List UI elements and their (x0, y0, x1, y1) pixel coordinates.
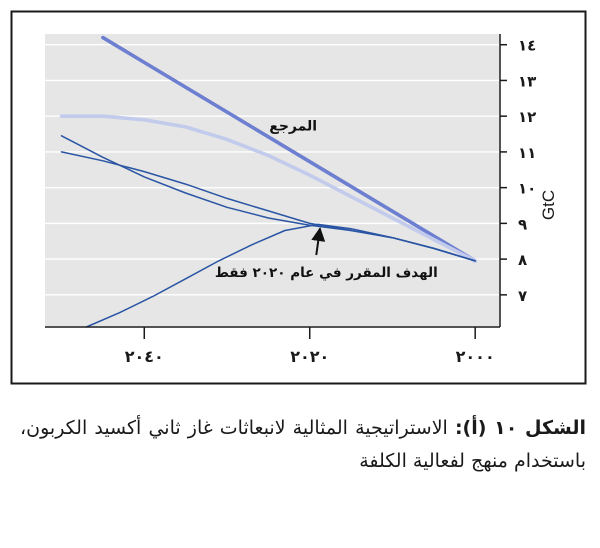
target-arrow (311, 227, 326, 256)
y-tick-label: ٩ (518, 215, 527, 233)
x-tick-label: ٢٠٤٠ (125, 347, 164, 366)
series-line-5 (85, 223, 476, 328)
plot-area (45, 34, 499, 326)
series-layer (59, 35, 478, 328)
chart-figure: ٧ ٨ ٩ ١٠ ١١ ١٢ ١٣ ١٤ ٢٠٠٠ ٢٠٢٠ ٢٠٤٠ GtC المرجع اله… (10, 10, 587, 385)
x-tick-label: ٢٠٠٠ (456, 347, 495, 366)
series-line-1 (101, 35, 478, 263)
target-2020-label: الهدف المقرر في عام ٢٠٢٠ فقط (215, 265, 438, 281)
y-tick-label: ١٠ (518, 180, 536, 198)
figure-caption: الشكل ١٠ (أ): الاستراتيجية المثالية لانب… (20, 412, 586, 478)
series-line-2 (59, 114, 478, 263)
x-tick-label: ٢٠٢٠ (290, 347, 329, 366)
y-axis-ticks: ٧ ٨ ٩ ١٠ ١١ ١٢ ١٣ ١٤ (500, 37, 536, 305)
y-tick-label: ١٤ (518, 37, 536, 55)
gridlines (45, 44, 500, 296)
y-tick-label: ١٣ (518, 72, 536, 90)
y-tick-label: ٧ (518, 287, 527, 305)
annotations-layer: المرجع الهدف المقرر في عام ٢٠٢٠ فقط (215, 118, 438, 281)
y-tick-label: ١٢ (518, 108, 536, 126)
caption-text: الاستراتيجية المثالية لانبعاثات غاز ثاني… (20, 417, 586, 472)
caption-lead: الشكل ١٠ (أ): (454, 417, 586, 439)
y-axis-label: GtC (539, 190, 558, 220)
x-axis-ticks: ٢٠٠٠ ٢٠٢٠ ٢٠٤٠ (125, 327, 495, 366)
y-tick-label: ٨ (518, 251, 527, 269)
reference-label: المرجع (269, 118, 317, 134)
y-tick-label: ١١ (518, 144, 536, 162)
